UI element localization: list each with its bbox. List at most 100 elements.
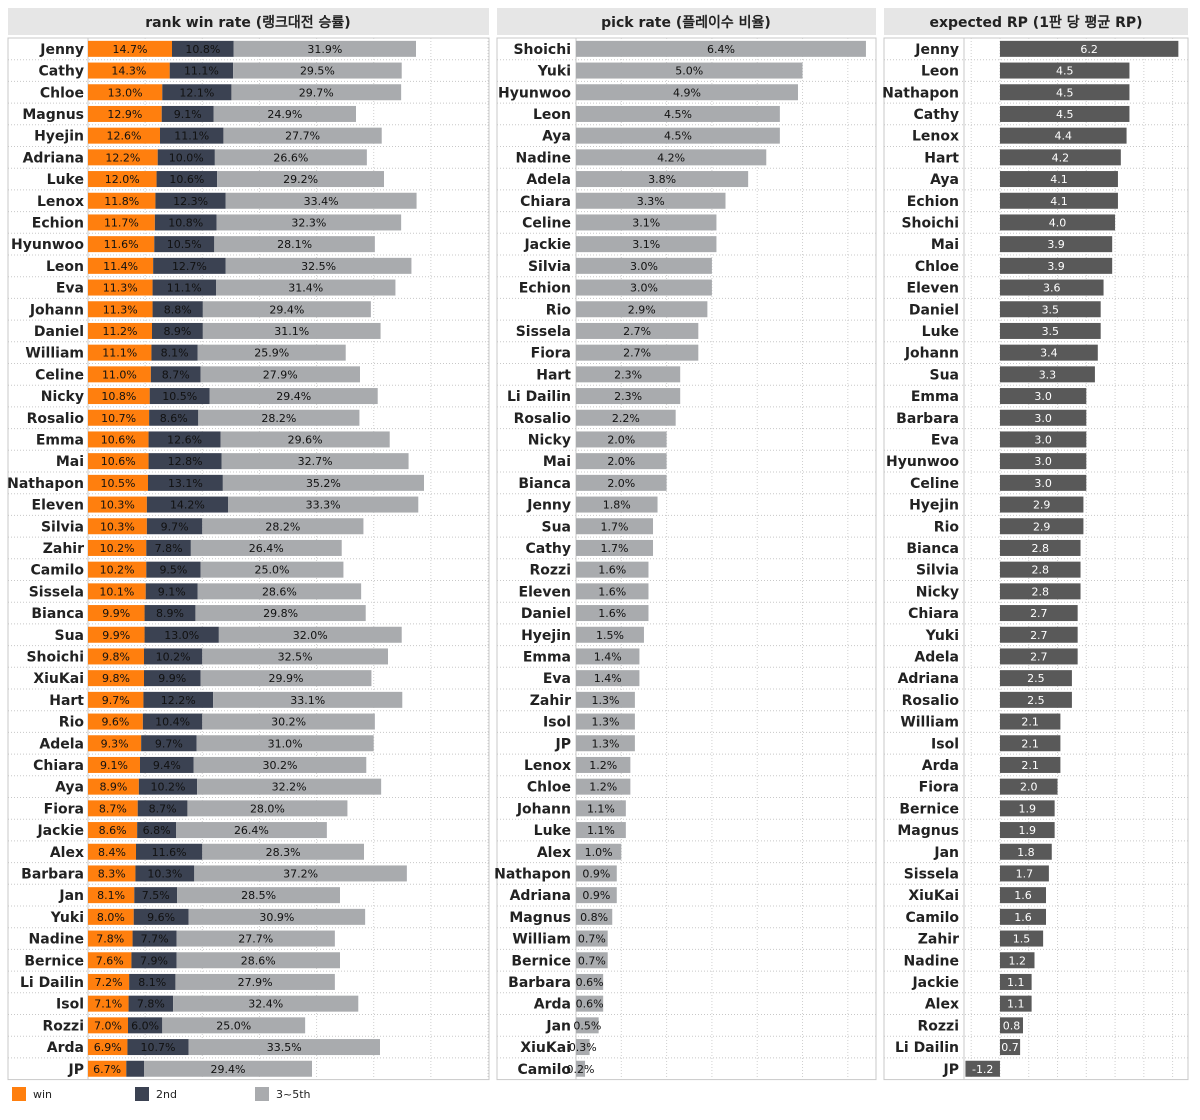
bar-segment-win	[88, 62, 170, 79]
bar	[576, 388, 681, 405]
bar	[999, 344, 1098, 361]
bar-segment-2nd	[152, 301, 203, 318]
bar-segment-2nd	[127, 1039, 189, 1056]
category-label: Eleven	[907, 281, 959, 297]
bar-segment-win	[88, 973, 130, 990]
bar-segment-win	[88, 127, 160, 144]
data-label: 12.1%	[179, 86, 214, 99]
data-label: 33.1%	[290, 694, 325, 707]
data-label: 3.0	[1034, 455, 1052, 468]
data-label: 9.9%	[102, 607, 130, 620]
bar	[999, 539, 1081, 556]
category-label: Daniel	[909, 302, 959, 318]
bar-segment-win	[88, 388, 150, 405]
bar	[576, 127, 780, 144]
category-label: Echion	[32, 215, 84, 231]
bar-segment-2nd	[148, 474, 223, 491]
category-label: Nadine	[516, 150, 571, 166]
data-label: 4.2%	[657, 151, 685, 164]
data-label: 31.9%	[307, 43, 342, 56]
bar-segment-35th	[176, 930, 335, 947]
data-label: 11.4%	[103, 260, 138, 273]
bar	[576, 236, 717, 253]
data-label: 9.6%	[147, 911, 175, 924]
category-label: Emma	[36, 432, 84, 448]
data-label: 0.5%	[573, 1019, 601, 1032]
bar	[999, 843, 1052, 860]
data-label: 12.9%	[107, 108, 142, 121]
bar	[576, 214, 717, 231]
category-label: Johann	[904, 346, 959, 362]
data-label: 7.8%	[96, 933, 124, 946]
category-label: Jackie	[36, 823, 84, 839]
data-label: 13.1%	[168, 477, 203, 490]
bar-segment-2nd	[161, 105, 214, 122]
data-label: 9.7%	[161, 520, 189, 533]
data-label: 28.6%	[241, 954, 276, 967]
data-label: 12.0%	[105, 173, 140, 186]
data-label: 1.3%	[591, 716, 619, 729]
bar	[576, 105, 780, 122]
bar-segment-2nd	[128, 1017, 163, 1034]
bar	[999, 474, 1087, 491]
data-label: 12.8%	[168, 455, 203, 468]
data-label: 6.0%	[131, 1019, 159, 1032]
category-label: Eleven	[519, 584, 571, 600]
data-label: 1.4%	[594, 672, 622, 685]
bar-segment-win	[88, 518, 147, 535]
bar-segment-35th	[233, 62, 402, 79]
data-label: 29.6%	[288, 433, 323, 446]
bar	[576, 62, 803, 79]
data-label: 26.4%	[249, 542, 284, 555]
category-label: Celine	[910, 476, 959, 492]
bar	[576, 583, 649, 600]
data-label: 8.9%	[163, 325, 191, 338]
data-label: 10.6%	[169, 173, 204, 186]
bar	[999, 40, 1179, 57]
category-label: Celine	[35, 367, 84, 383]
bar-segment-win	[88, 778, 139, 795]
data-label: 29.4%	[276, 390, 311, 403]
data-label: 4.1	[1050, 173, 1068, 186]
data-label: 32.2%	[272, 781, 307, 794]
data-label: 32.5%	[301, 260, 336, 273]
bar	[576, 40, 866, 57]
data-label: 2.0%	[607, 477, 635, 490]
data-label: 1.7%	[601, 542, 629, 555]
category-label: Rio	[59, 715, 85, 731]
category-label: Rosalio	[27, 411, 85, 427]
bar-segment-35th	[202, 301, 371, 318]
bar-segment-35th	[214, 236, 375, 253]
data-label: 33.4%	[304, 195, 339, 208]
data-label: 7.9%	[140, 954, 168, 967]
data-label: 37.2%	[283, 867, 318, 880]
bar-segment-win	[88, 930, 133, 947]
data-label: 25.0%	[216, 1019, 251, 1032]
category-label: Silvia	[41, 519, 84, 535]
data-label: 3.0%	[630, 260, 658, 273]
data-label: 28.1%	[277, 238, 312, 251]
bar	[999, 279, 1104, 296]
category-label: Arda	[47, 1040, 84, 1056]
category-label: Sua	[930, 367, 960, 383]
bar-segment-2nd	[144, 605, 196, 622]
category-label: Nicky	[916, 584, 959, 600]
data-label: 6.7%	[93, 1063, 121, 1076]
data-label: 12.2%	[105, 151, 140, 164]
bar-segment-win	[88, 171, 157, 188]
bar-segment-35th	[200, 366, 360, 383]
data-label: 4.5%	[664, 130, 692, 143]
bar	[576, 84, 798, 101]
data-label: 0.3%	[569, 1041, 597, 1054]
bar	[999, 149, 1121, 166]
bar-segment-2nd	[160, 127, 224, 144]
data-label: 10.6%	[101, 455, 136, 468]
data-label: 1.3%	[591, 694, 619, 707]
data-label: 10.3%	[100, 499, 135, 512]
bar-segment-35th	[202, 322, 381, 339]
category-label: Shoichi	[513, 42, 571, 58]
category-label: Chloe	[915, 259, 959, 275]
bar-segment-2nd	[148, 431, 221, 448]
category-label: Nicky	[41, 389, 84, 405]
